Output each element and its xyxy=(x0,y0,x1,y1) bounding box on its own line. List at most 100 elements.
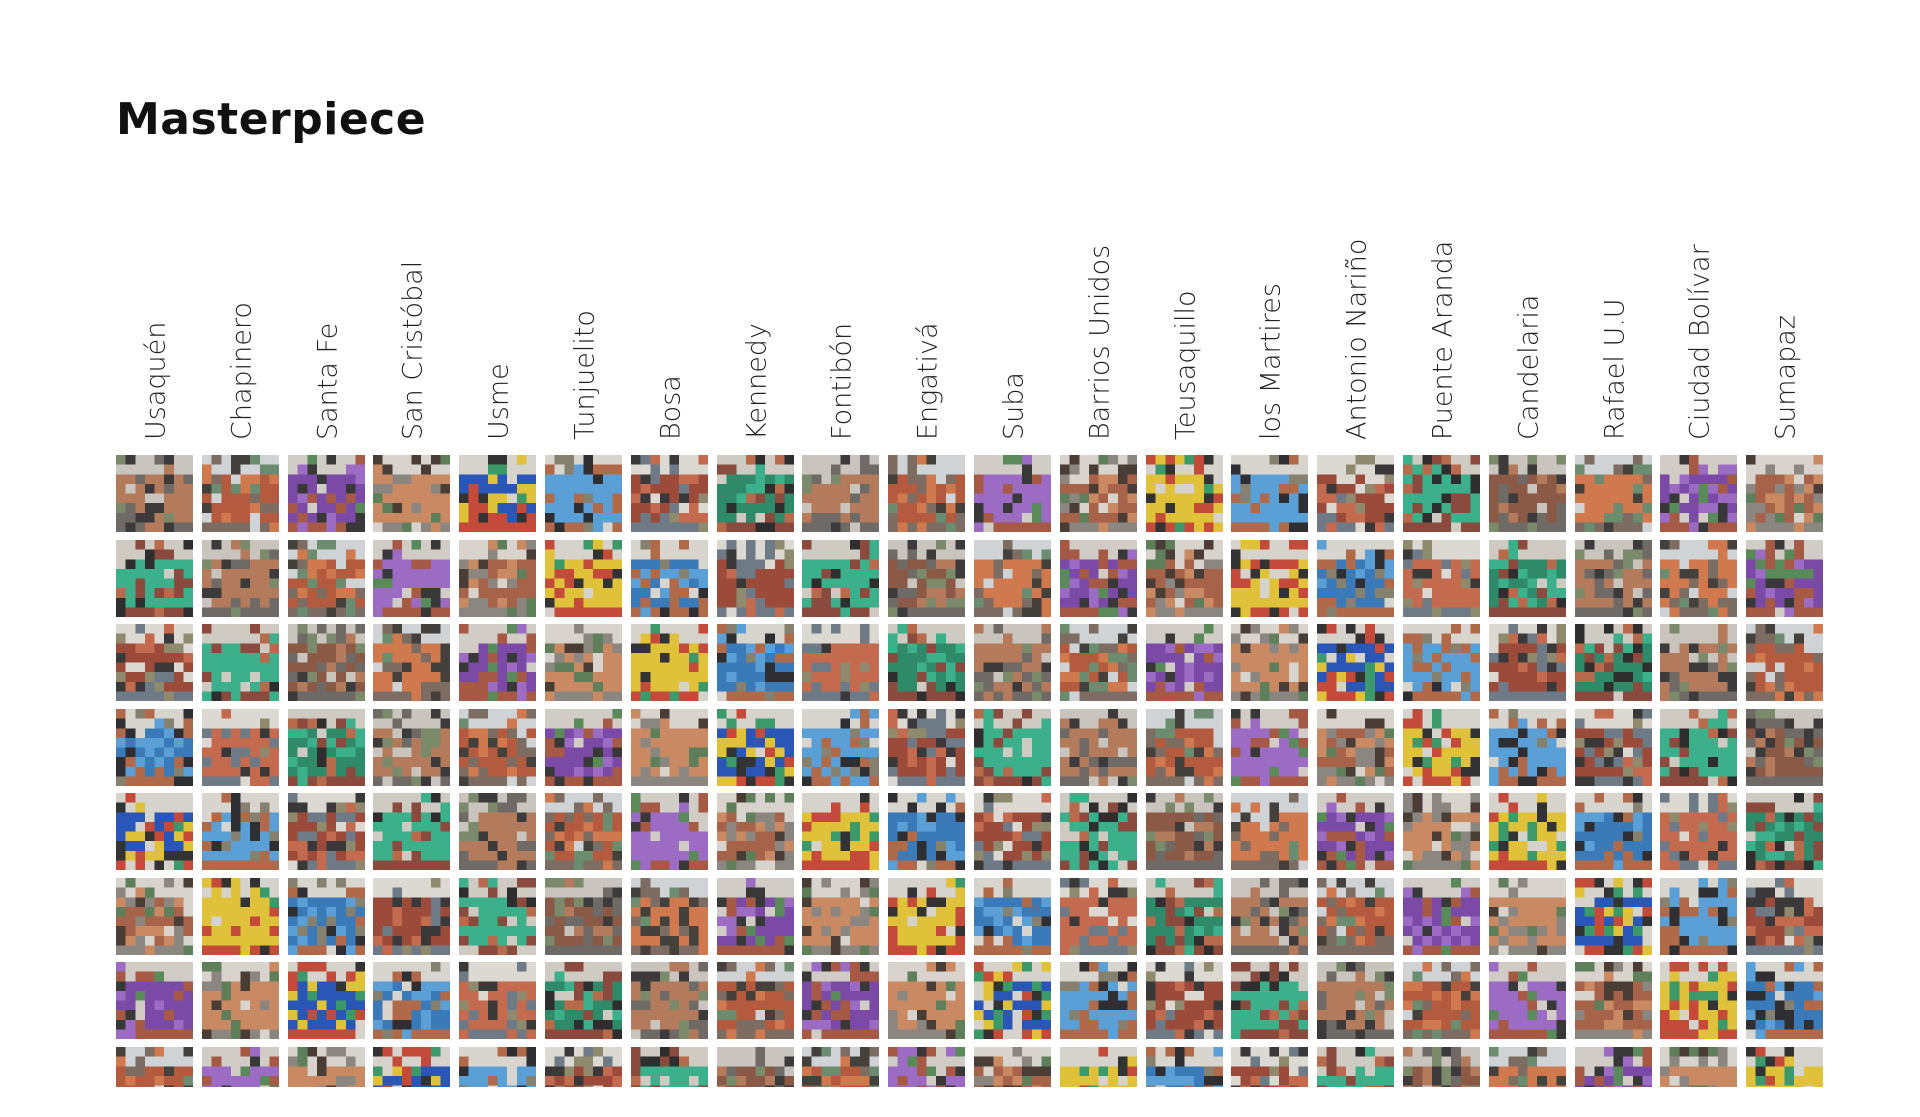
building-thumbnail xyxy=(1660,877,1738,955)
building-thumbnail xyxy=(1145,962,1223,1039)
building-thumbnail xyxy=(1746,539,1824,617)
building-thumbnail xyxy=(888,1046,966,1087)
building-thumbnail xyxy=(973,455,1051,532)
building-photo xyxy=(1145,455,1223,532)
building-photo xyxy=(630,624,708,701)
building-photo xyxy=(716,624,794,701)
building-photo xyxy=(716,708,794,786)
column-header: Usme xyxy=(459,190,539,440)
building-photo xyxy=(630,793,708,870)
building-photo xyxy=(459,708,537,786)
building-thumbnail xyxy=(373,962,451,1039)
building-thumbnail xyxy=(888,793,966,870)
building-thumbnail xyxy=(1317,962,1395,1039)
building-photo xyxy=(1059,962,1137,1039)
building-photo xyxy=(1746,1046,1824,1087)
building-photo xyxy=(287,1046,365,1087)
building-photo xyxy=(1145,708,1223,786)
building-thumbnail xyxy=(1574,624,1652,701)
building-photo xyxy=(287,624,365,701)
building-thumbnail xyxy=(1746,624,1824,701)
building-thumbnail xyxy=(716,793,794,870)
building-thumbnail xyxy=(1574,708,1652,786)
building-photo xyxy=(1402,455,1480,532)
building-photo xyxy=(1574,455,1652,532)
building-photo xyxy=(888,624,966,701)
building-photo xyxy=(1317,539,1395,617)
building-photo xyxy=(973,1046,1051,1087)
building-photo xyxy=(1746,455,1824,532)
building-photo xyxy=(1231,877,1309,955)
building-thumbnail xyxy=(373,455,451,532)
building-photo xyxy=(1059,539,1137,617)
building-photo xyxy=(1231,455,1309,532)
building-photo xyxy=(287,877,365,955)
building-thumbnail xyxy=(716,539,794,617)
building-thumbnail xyxy=(1660,539,1738,617)
column-header-label: Sumapaz xyxy=(1770,315,1802,440)
building-thumbnail xyxy=(1402,708,1480,786)
column-header-label: Chapinero xyxy=(226,302,258,440)
building-photo xyxy=(1746,962,1824,1039)
building-thumbnail xyxy=(1059,1046,1137,1087)
building-thumbnail xyxy=(1317,793,1395,870)
building-thumbnail xyxy=(716,708,794,786)
building-thumbnail xyxy=(1660,793,1738,870)
building-photo xyxy=(1660,539,1738,617)
building-thumbnail xyxy=(1145,624,1223,701)
column-header-label: Teusaquillo xyxy=(1170,290,1202,440)
building-photo xyxy=(1488,877,1566,955)
building-photo xyxy=(459,539,537,617)
building-thumbnail xyxy=(1402,1046,1480,1087)
building-photo xyxy=(459,455,537,532)
building-photo xyxy=(1488,962,1566,1039)
building-thumbnail xyxy=(459,455,537,532)
building-photo xyxy=(1402,624,1480,701)
building-thumbnail xyxy=(116,877,193,955)
building-photo xyxy=(802,962,880,1039)
building-photo xyxy=(1059,708,1137,786)
building-thumbnail xyxy=(802,539,880,617)
building-photo xyxy=(1746,793,1824,870)
building-photo xyxy=(544,539,622,617)
building-photo xyxy=(116,877,193,955)
building-thumbnail xyxy=(1317,539,1395,617)
building-photo xyxy=(1488,539,1566,617)
column-header-label: Rafael U.U xyxy=(1599,298,1631,440)
building-thumbnail xyxy=(1746,962,1824,1039)
building-thumbnail xyxy=(201,708,279,786)
building-photo xyxy=(373,539,451,617)
building-thumbnail xyxy=(1574,793,1652,870)
building-thumbnail xyxy=(287,539,365,617)
building-photo xyxy=(116,962,193,1039)
building-photo xyxy=(1317,877,1395,955)
building-thumbnail xyxy=(802,1046,880,1087)
building-photo xyxy=(116,455,193,532)
building-photo xyxy=(544,455,622,532)
building-photo xyxy=(1317,455,1395,532)
building-thumbnail xyxy=(201,455,279,532)
building-thumbnail xyxy=(1317,708,1395,786)
building-thumbnail xyxy=(1402,539,1480,617)
building-photo xyxy=(1574,793,1652,870)
building-thumbnail xyxy=(373,793,451,870)
building-thumbnail xyxy=(1574,455,1652,532)
column-header-label: Usaquén xyxy=(140,321,172,440)
building-photo xyxy=(1317,962,1395,1039)
building-photo xyxy=(1574,877,1652,955)
building-photo xyxy=(373,793,451,870)
building-thumbnail xyxy=(373,624,451,701)
building-thumbnail xyxy=(630,962,708,1039)
building-thumbnail xyxy=(201,877,279,955)
building-thumbnail xyxy=(1660,962,1738,1039)
building-photo xyxy=(459,793,537,870)
building-thumbnail xyxy=(716,962,794,1039)
building-thumbnail xyxy=(802,455,880,532)
building-thumbnail xyxy=(459,793,537,870)
building-photo xyxy=(1059,455,1137,532)
building-thumbnail xyxy=(1746,708,1824,786)
building-photo xyxy=(1231,1046,1309,1087)
building-thumbnail xyxy=(973,962,1051,1039)
building-photo xyxy=(1145,539,1223,617)
building-thumbnail xyxy=(1488,455,1566,532)
